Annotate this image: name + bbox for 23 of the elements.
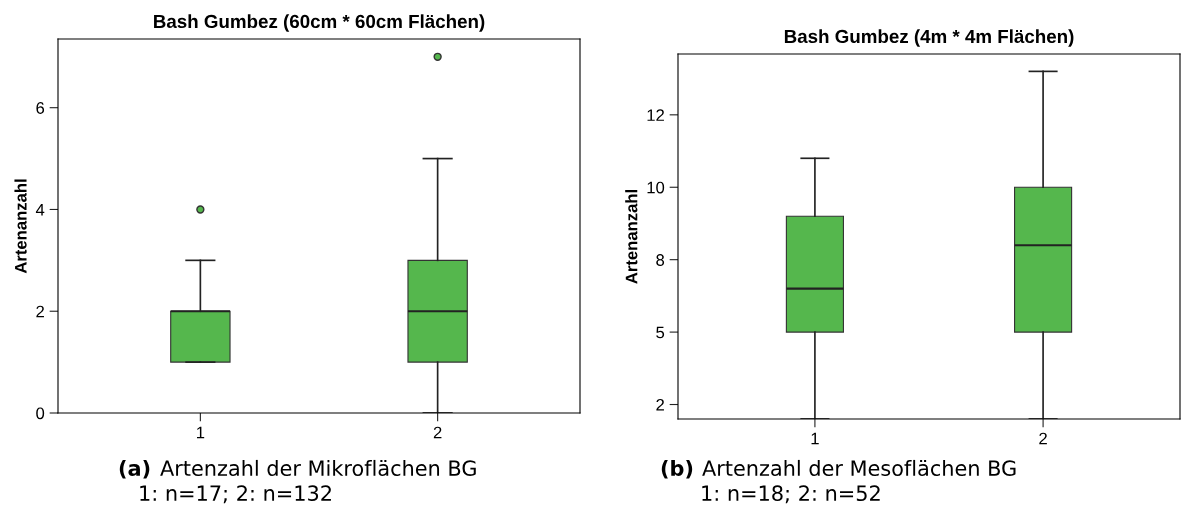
y-tick-label: 2 — [656, 398, 664, 411]
text: Artenzahl der Mesoflächen BG — [702, 459, 1016, 477]
y-axis-title: Artenanzahl — [625, 189, 638, 284]
y-tick-label: 0 — [36, 407, 45, 420]
text: 1: n=18; 2: n=52 — [702, 485, 880, 504]
y-tick-label: 4 — [35, 204, 45, 216]
y-axis-title: Artenanzahl — [14, 179, 27, 274]
x-tick-label: 2 — [433, 426, 442, 439]
y-tick-label: 10 — [647, 181, 665, 194]
y-tick-label: 5 — [656, 326, 665, 339]
x-tick-label: 1 — [197, 426, 205, 439]
y-tick-label: 12 — [647, 109, 664, 121]
chart-title: Bash Gumbez (4m * 4m Flächen) — [784, 29, 1074, 47]
chart-title: Bash Gumbez (60cm * 60cm Flächen) — [154, 14, 485, 32]
y-tick-label: 2 — [36, 305, 44, 318]
x-tick-label: 2 — [1039, 432, 1047, 445]
y-tick-label: 6 — [36, 102, 45, 114]
text: Artenzahl der Mikroflächen BG — [160, 459, 476, 477]
y-tick-label: 8 — [656, 254, 665, 266]
x-tick-label: 1 — [811, 432, 819, 445]
text: (a) — [119, 459, 150, 479]
text: (b) — [661, 459, 693, 479]
text: 1: n=17; 2: n=132 — [140, 485, 331, 504]
